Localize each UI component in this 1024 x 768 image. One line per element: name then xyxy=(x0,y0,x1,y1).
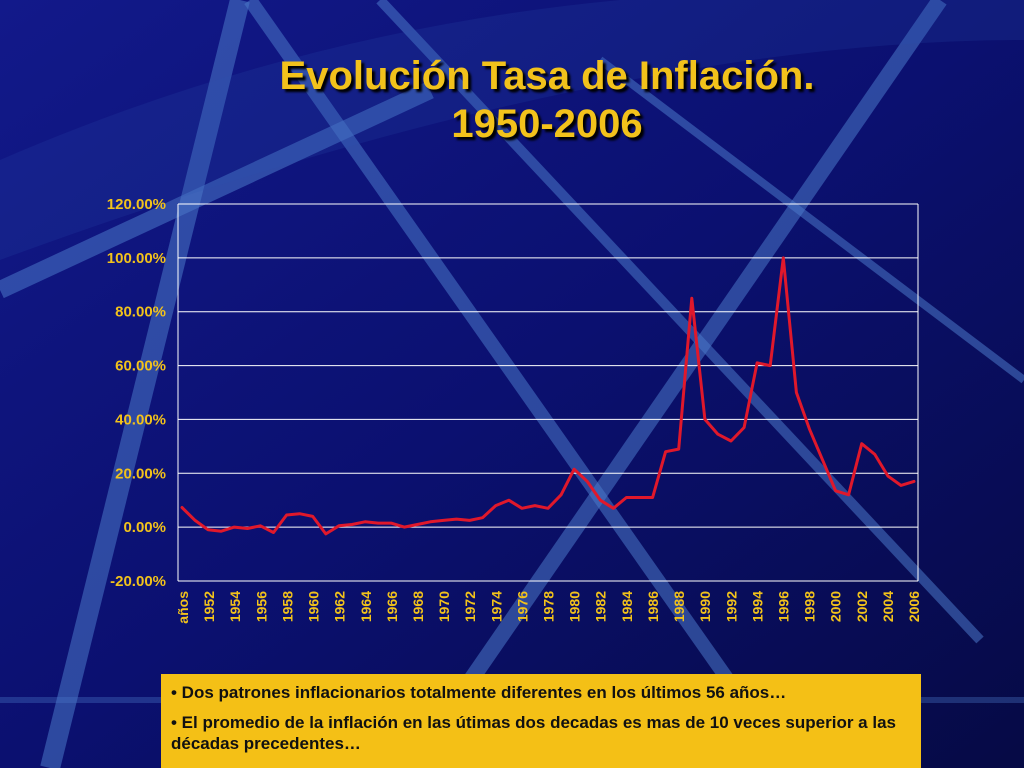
y-tick-label: 60.00% xyxy=(115,358,166,375)
x-tick-label: 1996 xyxy=(775,591,791,622)
x-tick-label: 1992 xyxy=(723,591,739,622)
y-tick-label: 20.00% xyxy=(115,465,166,482)
x-tick-label: 1988 xyxy=(671,591,687,622)
x-tick-label: 1982 xyxy=(593,591,609,622)
x-tick-label: 1964 xyxy=(358,591,374,622)
y-tick-label: 40.00% xyxy=(115,411,166,428)
x-tick-label: 1998 xyxy=(802,591,818,622)
x-tick-label: 1986 xyxy=(645,591,661,622)
notes-box: • Dos patrones inflacionarios totalmente… xyxy=(161,674,921,768)
x-tick-label: 1978 xyxy=(541,591,557,622)
chart-series xyxy=(180,256,916,536)
x-tick-label: 1952 xyxy=(201,591,217,622)
x-tick-label: 1994 xyxy=(749,591,765,622)
y-axis-ticks: 120.00% 100.00% 80.00% 60.00% 40.00% 20.00% 0.… xyxy=(107,196,166,590)
x-tick-label: 1960 xyxy=(306,591,322,622)
y-tick-label: -20.00% xyxy=(110,573,166,590)
x-tick-label: 2004 xyxy=(880,591,896,622)
x-tick-label: 1976 xyxy=(514,591,530,622)
x-axis-ticks: años 1952 1954 1956 1958 1960 1962 1964 1966 1968… xyxy=(175,591,922,624)
y-tick-label: 0.00% xyxy=(123,519,166,536)
title-line-2: 1950-2006 xyxy=(451,102,643,146)
x-tick-label: 1968 xyxy=(410,591,426,622)
x-tick-label: 1966 xyxy=(384,591,400,622)
x-tick-label: 1974 xyxy=(488,591,504,622)
y-tick-label: 100.00% xyxy=(107,250,166,267)
x-tick-label: 2006 xyxy=(906,591,922,622)
x-tick-label: 1956 xyxy=(253,591,269,622)
x-tick-label: 1958 xyxy=(279,591,295,622)
x-tick-label: 2002 xyxy=(854,591,870,622)
y-tick-label: 80.00% xyxy=(115,304,166,321)
title-line-1: Evolución Tasa de Inflación. xyxy=(279,54,815,98)
x-tick-label: 1990 xyxy=(697,591,713,622)
y-tick-label: 120.00% xyxy=(107,196,166,213)
x-tick-label: 1954 xyxy=(227,591,243,622)
x-tick-label: 1962 xyxy=(332,591,348,622)
chart-gridlines xyxy=(177,203,919,582)
series-line-inflation xyxy=(180,256,916,536)
x-tick-label: 1972 xyxy=(462,591,478,622)
x-tick-label: 1980 xyxy=(567,591,583,622)
x-tick-label: años xyxy=(175,591,191,624)
slide-title: Evolución Tasa de Inflación. 1950-2006 xyxy=(0,52,1024,148)
x-tick-label: 2000 xyxy=(828,591,844,622)
note-2: • El promedio de la inflación en las úti… xyxy=(171,713,896,753)
x-tick-label: 1970 xyxy=(436,591,452,622)
x-tick-label: 1984 xyxy=(619,591,635,622)
note-1: • Dos patrones inflacionarios totalmente… xyxy=(171,683,787,702)
